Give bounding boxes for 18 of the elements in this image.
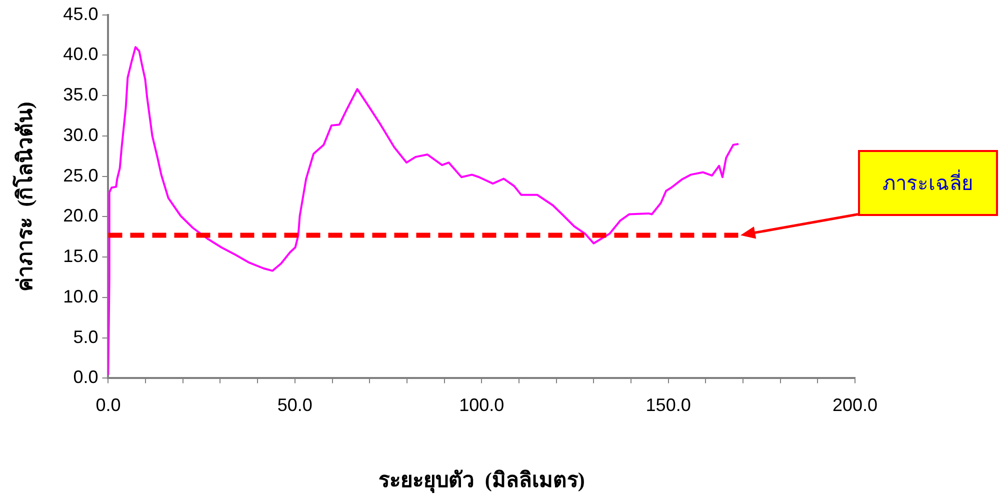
y-tick-label: 45.0	[63, 4, 98, 24]
x-tick-label: 50.0	[277, 394, 312, 415]
y-tick-label: 10.0	[63, 286, 98, 306]
x-tick-label: 100.0	[459, 394, 504, 415]
y-tick-label: 15.0	[63, 246, 98, 266]
y-tick-label: 35.0	[63, 84, 98, 105]
text: ภาระเฉลี่ย	[858, 150, 998, 216]
y-tick-label: 0.0	[73, 367, 98, 388]
x-tick-label: 150.0	[646, 394, 691, 415]
x-tick-label: 0.0	[96, 394, 121, 415]
x-tick-label: 200.0	[832, 394, 878, 415]
y-tick-label: 40.0	[63, 44, 98, 64]
y-tick-label: 5.0	[73, 326, 98, 347]
x-axis-title: ระยะยุบตัว (มิลลิเมตร)	[378, 468, 585, 494]
y-axis-title: ค่าภาระ (กิโลนิวตัน)	[12, 102, 38, 292]
y-tick-label: 30.0	[63, 124, 98, 145]
y-tick-label: 20.0	[63, 206, 98, 226]
y-tick-label: 25.0	[63, 165, 98, 186]
